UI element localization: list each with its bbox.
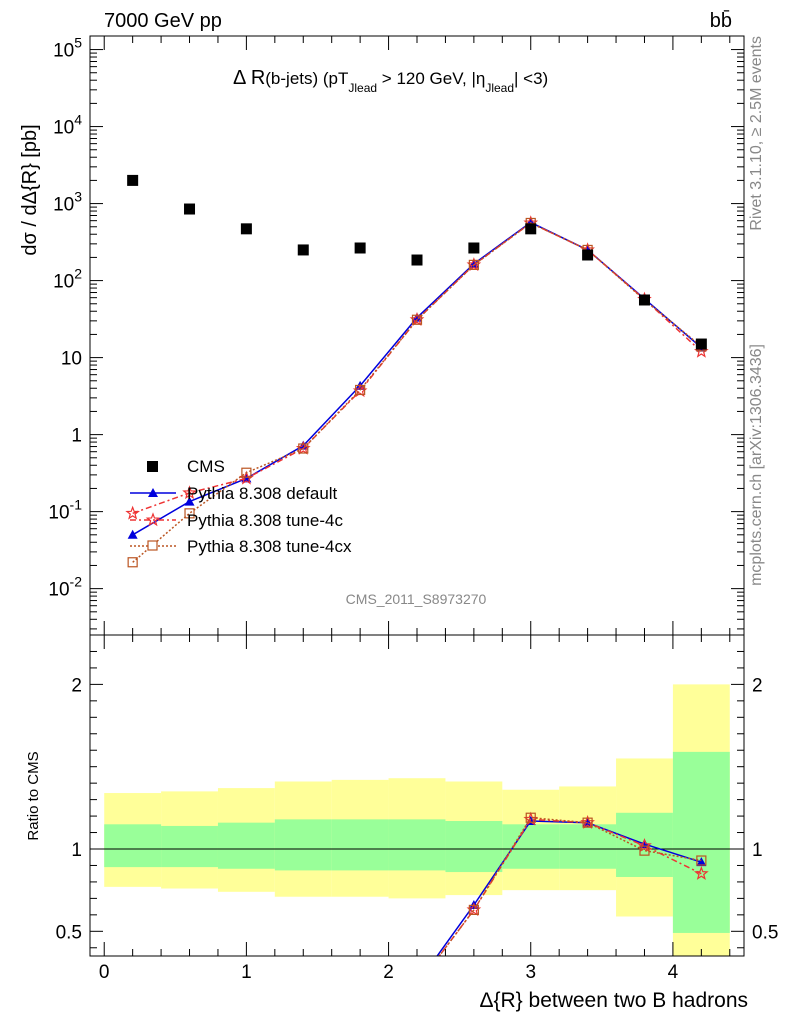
ratio-bands <box>104 684 730 956</box>
series-tune4cx-point <box>355 384 366 396</box>
cms-data-point <box>468 242 480 254</box>
legend-marker-tune4c <box>145 512 161 527</box>
series-default-point <box>298 440 309 450</box>
band-inner <box>161 825 218 868</box>
series-tune4c-ratio-point <box>694 865 709 880</box>
legend-marker-tune4cx <box>147 540 158 551</box>
series-tune4c-point <box>182 485 197 500</box>
mcplots-label: mcplots.cern.ch [arXiv:1306.3436] <box>748 344 765 586</box>
cms-data-point <box>525 223 537 235</box>
title-part-b: (b-jets) (pT <box>265 69 348 88</box>
y-tick-label: 10 <box>61 349 82 370</box>
ratio-y-tick-label: 2 <box>71 675 82 696</box>
band-inner <box>217 822 275 869</box>
y-tick-label: 105 <box>53 35 82 62</box>
x-tick-label: 2 <box>383 962 394 983</box>
main-ylabel: dσ / dΔ{R} [pb] <box>19 124 41 255</box>
y-tick-label: 104 <box>53 112 82 139</box>
series-tune4cx-point <box>468 259 479 270</box>
y-tick-label: 1 <box>71 426 82 447</box>
analysis-id: CMS_2011_S8973270 <box>346 591 487 607</box>
band-inner <box>672 751 730 933</box>
series-tune4cx-ratio-point <box>696 855 707 866</box>
x-tick-label: 1 <box>241 962 252 983</box>
rivet-label: Rivet 3.1.10, ≥ 2.5M events <box>748 36 765 231</box>
title-part-f: | <3) <box>514 69 548 88</box>
legend-marker-cms <box>147 461 158 472</box>
series-tune4cx-ratio-point <box>582 817 593 828</box>
x-axis-label: Δ{R} between two B hadrons <box>479 989 748 1012</box>
series-default-point <box>412 312 422 322</box>
band-inner <box>331 819 389 871</box>
x-tick-label: 0 <box>99 962 110 983</box>
y-tick-label: 10-1 <box>48 497 82 524</box>
x-tick-label: 4 <box>668 962 679 983</box>
series-tune4cx-point <box>127 557 138 568</box>
band-inner <box>445 821 503 873</box>
band-inner <box>388 819 446 871</box>
cms-data-point <box>240 223 252 235</box>
band-inner <box>502 824 560 869</box>
band-inner <box>274 819 332 871</box>
series-tune4cx-ratio-point <box>468 904 479 916</box>
ratio-panel: 0 1 2 3 4 0.5 0.5 1 1 2 2 Ratio to CMS <box>25 634 778 983</box>
ratio-y-tick-label: 0.5 <box>56 922 82 943</box>
y-tick-label: 103 <box>53 189 82 216</box>
y-tick-label: 10-2 <box>48 574 82 601</box>
series-tune4cx-point <box>298 443 309 454</box>
ratio-y-tick-label-right: 2 <box>752 675 763 696</box>
cms-data-point <box>582 249 594 261</box>
cms-data-point <box>695 338 707 350</box>
main-plot-content <box>125 174 709 568</box>
ratio-y-tick-label: 1 <box>71 840 82 861</box>
title-sub-1: Jlead <box>348 81 377 95</box>
legend-label-tune4cx: Pythia 8.308 tune-4cx <box>187 537 352 556</box>
ratio-axes: 0 1 2 3 4 0.5 0.5 1 1 2 2 <box>56 635 778 983</box>
y-tick-label: 102 <box>53 266 82 293</box>
main-axes: 10-2 10-1 1 10 102 103 104 105 <box>48 35 744 635</box>
legend-marker-default <box>148 488 158 497</box>
band-inner <box>104 824 162 868</box>
ratio-y-tick-label-right: 0.5 <box>752 922 778 943</box>
title-part-d: > 120 GeV, |η <box>377 69 485 88</box>
cms-data-point <box>297 244 309 256</box>
header-right: bb̄ <box>710 9 732 32</box>
ratio-y-tick-label-right: 1 <box>752 840 763 861</box>
cms-data-point <box>411 254 423 266</box>
cms-data-point <box>184 203 196 215</box>
series-tune4c-point <box>125 505 140 520</box>
ratio-ylabel: Ratio to CMS <box>25 751 42 840</box>
series-tune4cx-point <box>184 508 195 519</box>
series-tune4cx-line <box>132 222 702 563</box>
cms-data-point <box>354 242 366 254</box>
cms-data-point <box>638 294 650 306</box>
series-tune4cx-ratio-line <box>438 816 702 956</box>
legend-label-tune4c: Pythia 8.308 tune-4c <box>187 511 343 530</box>
header-left: 7000 GeV pp <box>104 10 222 32</box>
legend-label-cms: CMS <box>187 457 225 476</box>
x-tick-label: 3 <box>525 962 536 983</box>
main-title: Δ R(b-jets) (pTJlead > 120 GeV, |ηJlead|… <box>233 67 548 95</box>
series-default-point <box>184 496 195 506</box>
title-delta-r: Δ R <box>233 67 265 89</box>
ratio-plot-content <box>90 811 744 956</box>
series-default-ratio-point <box>696 857 707 867</box>
series-default-point <box>127 529 138 539</box>
legend: CMS Pythia 8.308 default Pythia 8.308 tu… <box>130 457 352 556</box>
series-tune4cx-point <box>241 467 252 478</box>
series-tune4cx-point <box>411 314 423 325</box>
legend-label-default: Pythia 8.308 default <box>187 484 338 503</box>
title-sub-2: Jlead <box>485 81 514 95</box>
series-default-ratio-line <box>436 820 702 956</box>
cms-data-point <box>127 174 139 186</box>
series-tune4c-ratio-point <box>637 837 652 852</box>
series-tune4cx-ratio-point <box>639 845 650 856</box>
series-tune4cx-ratio-point <box>525 812 536 823</box>
